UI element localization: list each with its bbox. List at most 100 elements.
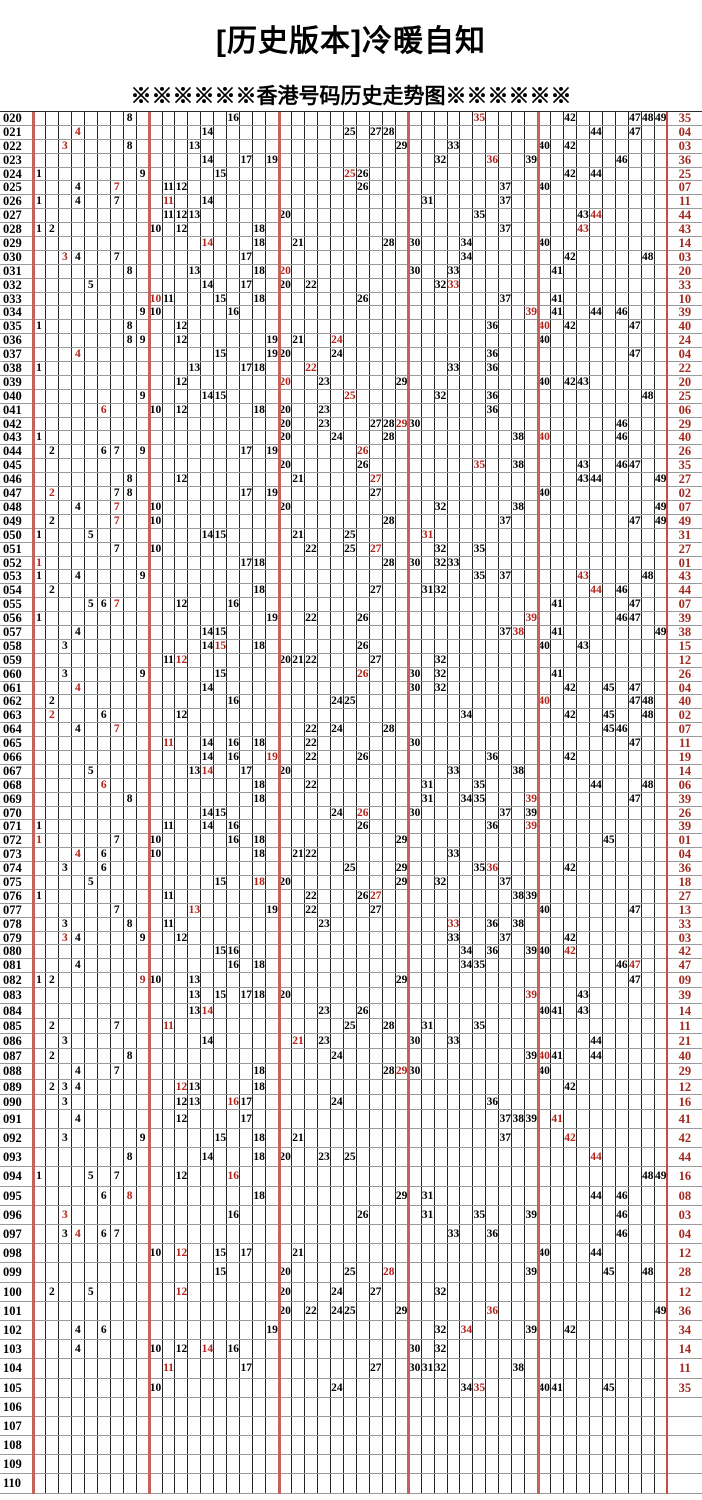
drawn-number: 46 xyxy=(616,1208,628,1221)
number-cell xyxy=(486,570,500,584)
drawn-number: 39 xyxy=(525,889,537,902)
number-cell: 10 xyxy=(150,834,163,848)
drawn-number: 24 xyxy=(331,806,343,819)
number-cell xyxy=(577,1033,590,1049)
number-cell xyxy=(370,764,383,778)
number-cell xyxy=(370,500,383,514)
number-cell xyxy=(409,195,422,209)
number-cell xyxy=(603,292,616,306)
drawn-number-red: 4 xyxy=(74,348,81,361)
period-label: 088 xyxy=(3,1064,22,1079)
number-cell xyxy=(409,1109,422,1129)
number-cell xyxy=(85,473,98,487)
number-cell xyxy=(370,1301,383,1320)
number-cell xyxy=(499,1167,513,1186)
number-cell: 4 xyxy=(72,959,85,973)
number-cell xyxy=(150,875,163,889)
number-cell xyxy=(318,695,331,709)
number-cell xyxy=(603,1109,616,1129)
number-cell xyxy=(448,653,461,667)
number-cell xyxy=(46,181,59,195)
number-cell xyxy=(124,653,137,667)
number-cell xyxy=(370,1225,383,1244)
number-cell xyxy=(163,473,176,487)
number-cell xyxy=(292,1205,306,1225)
number-cell xyxy=(603,1064,616,1079)
number-cell xyxy=(473,1340,487,1359)
number-cell xyxy=(150,945,163,959)
number-cell: 7 xyxy=(111,834,124,848)
number-cell xyxy=(279,598,293,612)
number-cell: 33 xyxy=(448,556,461,570)
number-cell xyxy=(46,362,59,375)
period-label: 093 xyxy=(3,1150,22,1165)
number-cell xyxy=(551,1225,565,1244)
number-cell: 18 xyxy=(253,1064,267,1079)
drawn-number: 37 xyxy=(499,570,512,583)
number-cell xyxy=(240,639,254,653)
number-cell xyxy=(629,848,642,862)
number-cell xyxy=(460,764,474,778)
period-label: 090 xyxy=(3,1094,22,1109)
number-cell xyxy=(72,695,85,709)
number-cell xyxy=(538,988,552,1003)
drawn-number: 29 xyxy=(395,375,408,388)
number-cell: 6 xyxy=(98,403,111,417)
number-cell xyxy=(46,250,59,264)
number-cell xyxy=(629,389,642,403)
number-cell xyxy=(46,1129,59,1148)
number-cell: 47 xyxy=(629,695,642,709)
number-cell xyxy=(33,903,46,917)
number-cell xyxy=(292,1320,306,1340)
number-cell xyxy=(85,514,98,528)
number-cell xyxy=(642,598,655,612)
number-cell xyxy=(435,945,448,959)
number-cell xyxy=(499,598,513,612)
drawn-number: 2 xyxy=(49,445,55,458)
drawn-number: 30 xyxy=(408,556,421,569)
number-cell xyxy=(486,167,500,181)
number-cell xyxy=(175,945,189,959)
table-row: 093 8 14 18 20 23 25 44 44 xyxy=(0,1148,702,1168)
number-cell xyxy=(188,778,202,792)
number-cell xyxy=(409,1205,422,1225)
number-cell xyxy=(318,709,331,723)
number-cell xyxy=(409,1244,422,1263)
number-cell xyxy=(383,778,396,792)
number-cell xyxy=(318,1282,331,1301)
number-cell xyxy=(551,195,565,209)
chart-title: ※※※※※※香港号码历史走势图※※※※※※ xyxy=(130,84,572,108)
number-cell xyxy=(460,389,474,403)
number-cell xyxy=(227,223,241,237)
number-cell xyxy=(188,125,202,139)
number-cell xyxy=(188,514,202,528)
number-cell xyxy=(448,612,461,625)
number-cell xyxy=(616,125,629,139)
number-cell xyxy=(227,1359,241,1378)
number-cell xyxy=(422,556,435,570)
number-cell xyxy=(46,834,59,848)
number-cell xyxy=(499,1079,513,1094)
number-cell xyxy=(214,959,228,973)
number-cell: 18 xyxy=(253,556,267,570)
number-cell xyxy=(422,348,435,362)
number-cell xyxy=(227,570,241,584)
number-cell xyxy=(124,125,137,139)
number-cell xyxy=(422,903,435,917)
number-cell: 25 xyxy=(344,389,357,403)
number-cell xyxy=(279,445,293,459)
number-cell: 32 xyxy=(435,500,448,514)
number-cell xyxy=(370,695,383,709)
number-cell xyxy=(111,1079,124,1094)
number-cell xyxy=(577,1079,590,1094)
number-cell: 7 xyxy=(111,1064,124,1079)
drawn-number: 22 xyxy=(305,778,317,791)
number-cell xyxy=(188,1033,202,1049)
number-cell xyxy=(590,945,603,959)
number-cell xyxy=(435,1205,448,1225)
number-cell xyxy=(72,417,85,431)
number-cell xyxy=(473,750,487,764)
number-cell xyxy=(486,556,500,570)
number-cell xyxy=(616,764,629,778)
number-cell xyxy=(344,153,357,167)
